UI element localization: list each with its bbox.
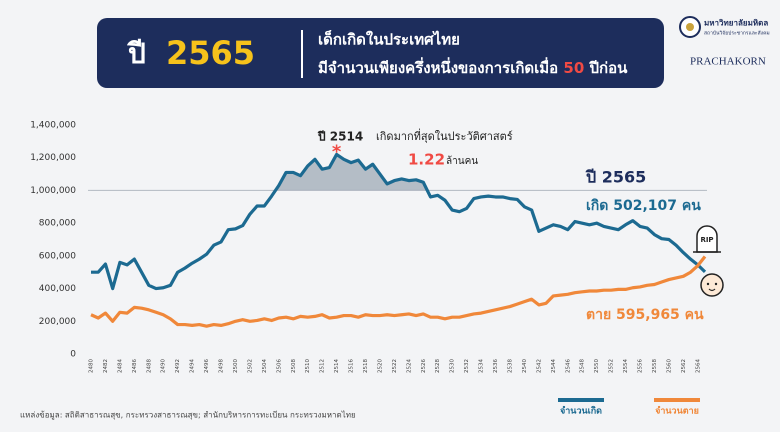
annotation: ปี 2514 [317, 130, 363, 144]
x-tick-label: 2514 [334, 359, 340, 373]
x-tick-label: 2512 [320, 359, 326, 373]
header-line2-b: 50 [563, 59, 584, 77]
annotation: ตาย 595,965 คน [586, 307, 704, 323]
institute-name: สถาบันวิจัยประชากรและสังคม [704, 30, 770, 37]
x-tick-label: 2504 [262, 359, 268, 373]
x-tick-label: 2562 [681, 359, 687, 373]
x-tick-label: 2492 [175, 359, 181, 373]
x-tick-label: 2522 [392, 359, 398, 373]
header-line2-c: ปีก่อน [589, 59, 629, 77]
y-tick-label: 600,000 [39, 251, 76, 261]
university-emblem-core [686, 23, 694, 31]
header-year: 2565 [166, 34, 255, 72]
x-tick-label: 2518 [363, 359, 369, 373]
x-tick-label: 2552 [609, 359, 615, 373]
x-tick-label: 2546 [565, 359, 571, 373]
x-tick-label: 2554 [623, 359, 629, 373]
x-tick-label: 2508 [291, 359, 297, 373]
x-tick-label: 2520 [377, 359, 383, 373]
annotation: เกิดมากที่สุดในประวัติศาสตร์ [376, 128, 513, 143]
baby-eye [706, 282, 710, 286]
x-tick-label: 2556 [637, 359, 643, 373]
x-tick-label: 2480 [89, 359, 95, 373]
x-tick-label: 2548 [580, 359, 586, 373]
source: แหล่งข้อมูล: สถิติสาธารณสุข, กระทรวงสาธา… [20, 411, 356, 421]
x-tick-label: 2526 [421, 359, 427, 373]
tombstone-icon: RIP [693, 225, 721, 253]
x-tick-label: 2530 [450, 359, 456, 373]
y-tick-label: 400,000 [39, 284, 76, 294]
annotation: เกิด 502,107 คน [586, 198, 701, 214]
x-tick-label: 2524 [406, 359, 412, 373]
university-name: มหาวิทยาลัยมหิดล [704, 19, 768, 28]
x-tick-label: 2560 [666, 359, 672, 373]
x-tick-label: 2500 [233, 359, 239, 373]
x-tick-label: 2510 [305, 359, 311, 373]
rip-text: RIP [700, 236, 713, 244]
x-tick-label: 2502 [247, 359, 253, 373]
x-tick-label: 2484 [117, 359, 123, 373]
header-year-prefix: ปี [126, 37, 146, 70]
x-tick-label: 2488 [146, 359, 152, 373]
x-tick-label: 2542 [536, 359, 542, 373]
y-tick-label: 1,000,000 [30, 186, 76, 196]
x-tick-label: 2534 [479, 359, 485, 373]
x-tick-label: 2564 [695, 359, 701, 373]
header-line1: เด็กเกิดในประเทศไทย [318, 30, 460, 49]
baby-mouth [708, 288, 716, 292]
x-tick-label: 2544 [551, 359, 557, 373]
series-line [90, 255, 707, 328]
y-tick-label: 0 [70, 350, 76, 360]
brand-name: PRACHAKORN [690, 56, 766, 68]
annotation: 1.22 [408, 151, 445, 169]
y-tick-label: 1,400,000 [30, 121, 76, 131]
y-tick-label: 800,000 [39, 219, 76, 229]
annotation: ล้านคน [446, 155, 478, 167]
legend-label: จำนวนเกิด [560, 406, 602, 417]
header-box [97, 18, 664, 88]
x-tick-label: 2536 [493, 359, 499, 373]
annotation: ปี 2565 [585, 168, 647, 187]
x-tick-label: 2550 [594, 359, 600, 373]
peak-marker: * [332, 141, 342, 162]
x-tick-label: 2494 [190, 359, 196, 373]
series-line [91, 152, 707, 291]
header-line2: มีจำนวนเพียงครึ่งหนึ่งของการเกิดเมื่อ 50… [318, 57, 628, 77]
baby-icon [700, 273, 724, 297]
plot: 0 200,000 400,000 600,000 800,000 1,000,000 1,… [30, 121, 707, 417]
x-tick-label: 2540 [522, 359, 528, 373]
y-tick-label: 200,000 [39, 317, 76, 327]
x-tick-label: 2516 [349, 359, 355, 373]
peak-area [275, 154, 428, 191]
tombstone [696, 225, 718, 253]
x-tick-label: 2528 [435, 359, 441, 373]
x-tick-label: 2482 [103, 359, 109, 373]
x-tick-label: 2486 [132, 359, 138, 373]
x-tick-label: 2498 [219, 359, 225, 373]
baby-eye [714, 282, 718, 286]
x-tick-label: 2496 [204, 359, 210, 373]
x-tick-label: 2506 [276, 359, 282, 373]
x-tick-label: 2490 [161, 359, 167, 373]
y-tick-label: 1,200,000 [30, 153, 76, 163]
x-tick-label: 2538 [507, 359, 513, 373]
baby-face [700, 273, 724, 297]
x-tick-label: 2558 [652, 359, 658, 373]
header-line2-a: มีจำนวนเพียงครึ่งหนึ่งของการเกิดเมื่อ [318, 57, 558, 77]
legend-label: จำนวนตาย [655, 406, 699, 417]
x-tick-label: 2532 [464, 359, 470, 373]
